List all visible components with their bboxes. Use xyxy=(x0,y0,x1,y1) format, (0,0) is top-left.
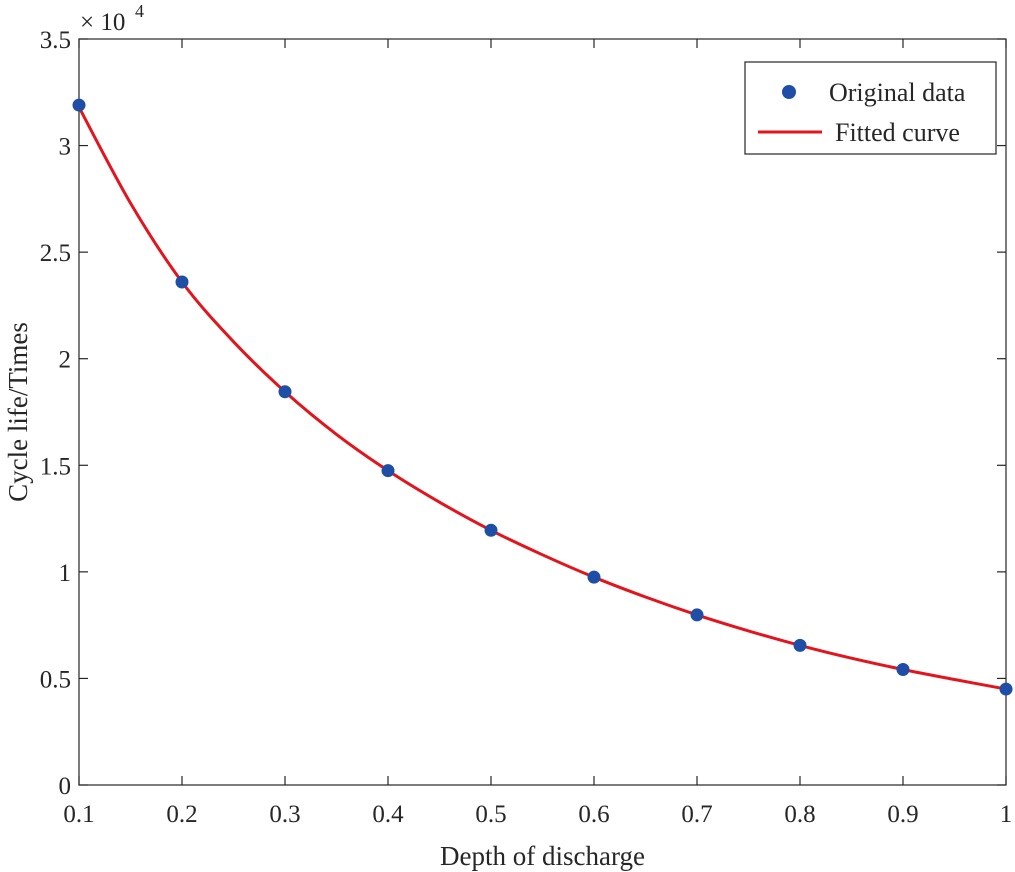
y-tick-label: 0.5 xyxy=(40,666,71,693)
y-axis-exponent-power: 4 xyxy=(135,1,144,21)
y-axis: 0 0.5 1 1.5 2 2.5 3 3.5 xyxy=(40,27,1006,800)
x-tick-label: 0.5 xyxy=(475,801,506,828)
x-tick-label: 0.9 xyxy=(887,801,918,828)
y-tick-label: 3.5 xyxy=(40,27,71,54)
y-tick-label: 1.5 xyxy=(40,453,71,480)
legend: Original data Fitted curve xyxy=(744,61,997,155)
data-point xyxy=(896,662,910,676)
y-tick-label: 1 xyxy=(59,560,72,587)
x-tick-label: 0.3 xyxy=(269,801,300,828)
data-point xyxy=(175,275,189,289)
data-points xyxy=(72,98,1013,696)
x-tick-label: 1 xyxy=(1000,801,1013,828)
x-tick-label: 0.7 xyxy=(681,801,712,828)
data-point xyxy=(999,682,1013,696)
y-axis-exponent-prefix: × 10 xyxy=(80,9,125,36)
x-axis-title: Depth of discharge xyxy=(440,841,645,871)
data-point xyxy=(278,385,292,399)
legend-label-fitted-curve: Fitted curve xyxy=(835,118,960,147)
fitted-curve-line xyxy=(77,106,1007,691)
axes-box xyxy=(78,38,1007,786)
data-point xyxy=(793,638,807,652)
y-tick-label: 0 xyxy=(59,773,72,800)
plot-area xyxy=(72,38,1013,786)
y-tick-label: 2.5 xyxy=(40,240,71,267)
data-point xyxy=(381,464,395,478)
x-tick-label: 0.4 xyxy=(372,801,404,828)
data-point xyxy=(587,570,601,584)
y-axis-exponent: × 10 4 xyxy=(80,1,144,36)
x-tick-label: 0.2 xyxy=(166,801,197,828)
x-tick-label: 0.6 xyxy=(578,801,609,828)
legend-marker-original-data xyxy=(782,85,796,99)
data-point xyxy=(72,98,86,112)
data-point xyxy=(690,608,704,622)
y-axis-title: Cycle life/Times xyxy=(3,322,33,502)
y-tick-label: 2 xyxy=(59,347,72,374)
x-tick-label: 0.1 xyxy=(63,801,94,828)
legend-label-original-data: Original data xyxy=(829,78,966,107)
x-axis: 0.1 0.2 0.3 0.4 0.5 0.6 0.7 0.8 0.9 1 xyxy=(63,39,1012,828)
y-tick-label: 3 xyxy=(59,134,72,161)
data-point xyxy=(484,523,498,537)
legend-box xyxy=(744,61,997,155)
x-tick-label: 0.8 xyxy=(784,801,815,828)
